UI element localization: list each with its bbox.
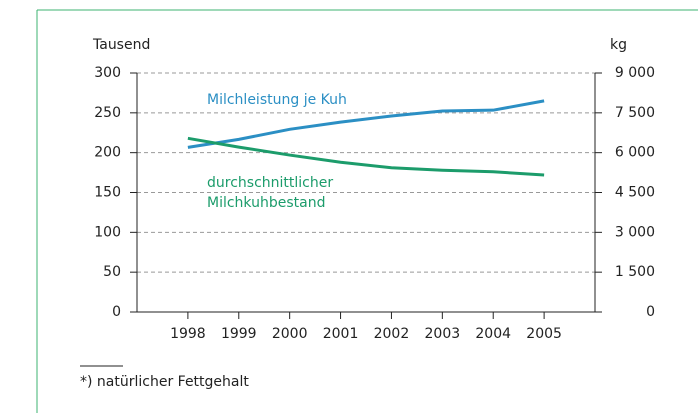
- y-tick-label: 150: [94, 185, 121, 201]
- y-tick-label: 300: [94, 65, 121, 81]
- x-tick-label: 2001: [323, 326, 359, 342]
- x-tick-label: 2005: [526, 326, 562, 342]
- y2-tick-label: 3 000: [615, 224, 655, 240]
- y2-tick-label: 1 500: [615, 264, 655, 280]
- x-tick-label: 2003: [425, 326, 461, 342]
- y2-unit: kg: [610, 37, 627, 53]
- x-tick-label: 1998: [170, 326, 206, 342]
- y-unit: Tausend: [92, 37, 150, 53]
- series-label: Milchleistung je Kuh: [207, 92, 347, 108]
- y-tick-label: 250: [94, 105, 121, 121]
- series-line: [187, 136, 545, 177]
- y-tick-label: 100: [94, 224, 121, 240]
- y-tick-label: 50: [103, 264, 121, 280]
- y2-tick-label: 0: [646, 304, 655, 320]
- y2-tick-label: 7 500: [615, 105, 655, 121]
- y-tick-label: 0: [112, 304, 121, 320]
- y2-tick-label: 6 000: [615, 145, 655, 161]
- y-tick-label: 200: [94, 145, 121, 161]
- footnote: *) natürlicher Fettgehalt: [80, 374, 249, 390]
- x-tick-label: 2004: [475, 326, 511, 342]
- x-tick-label: 2002: [374, 326, 410, 342]
- y2-tick-label: 9 000: [615, 65, 655, 81]
- x-tick-label: 1999: [221, 326, 257, 342]
- series-line: [187, 99, 545, 149]
- series-label: durchschnittlicher Milchkuhbestand: [207, 175, 334, 211]
- x-tick-label: 2000: [272, 326, 308, 342]
- y2-tick-label: 4 500: [615, 185, 655, 201]
